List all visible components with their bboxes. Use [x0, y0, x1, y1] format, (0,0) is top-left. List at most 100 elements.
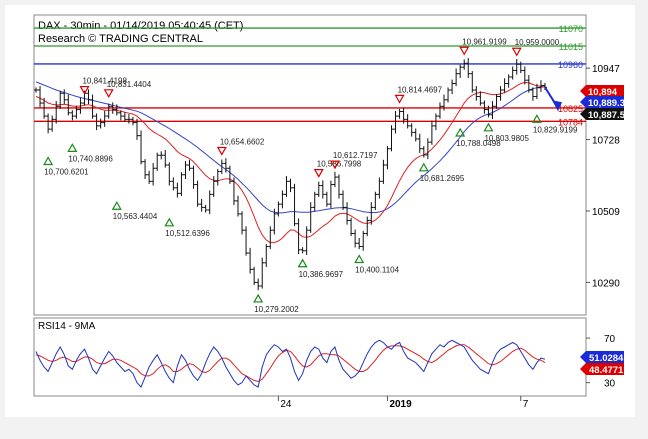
price-tag-last: 10,887.5	[580, 108, 626, 121]
blue-ma-line	[35, 81, 546, 214]
price-bar	[470, 71, 475, 93]
price-bar	[159, 151, 164, 160]
price-bar	[151, 163, 156, 186]
price-bar	[534, 83, 539, 100]
chart-subtitle: Research © TRADING CENTRAL	[38, 33, 203, 45]
price-bar	[296, 218, 301, 255]
swing-low-marker	[354, 254, 365, 264]
price-bar	[231, 177, 236, 206]
price-bar	[308, 202, 313, 233]
price-tick-label: 10290	[592, 278, 620, 289]
price-bar	[114, 104, 119, 116]
swing-high-label: 10,831.4404	[107, 80, 152, 89]
price-tick-label: 10509	[592, 207, 620, 218]
price-bar	[86, 89, 91, 105]
price-bar	[433, 113, 438, 131]
price-bar	[122, 112, 127, 122]
price-bar	[478, 91, 483, 106]
swing-low-marker	[455, 127, 466, 137]
price-bar	[393, 110, 398, 134]
price-bar	[219, 159, 224, 175]
price-bar	[272, 208, 277, 235]
price-tag-blue: 10,889.3	[580, 96, 625, 109]
price-bar	[66, 94, 71, 116]
price-bar	[369, 202, 374, 225]
rsi-ma-tag-bg	[580, 363, 624, 375]
swing-high-label: 10,612.7197	[333, 151, 378, 160]
price-bar	[450, 79, 455, 95]
price-bar	[373, 191, 378, 210]
swing-high-marker	[394, 94, 405, 104]
price-bar	[215, 168, 220, 186]
price-bar	[130, 116, 135, 126]
price-bar	[292, 183, 297, 227]
swing-low-marker	[297, 258, 308, 268]
price-bar	[280, 190, 285, 209]
price-bar	[248, 247, 253, 274]
price-bar	[260, 257, 265, 289]
price-tick-label: 10728	[592, 136, 620, 147]
price-bar	[240, 211, 245, 235]
price-bar	[62, 89, 67, 105]
price-bar	[446, 87, 451, 103]
price-bar	[284, 176, 289, 197]
swing-low-marker	[43, 156, 54, 166]
price-panel-frame	[33, 14, 587, 316]
price-tag-last-bg	[580, 108, 624, 120]
price-bar	[268, 226, 273, 250]
price-bar	[324, 191, 329, 207]
rsi-tick-label: 30	[604, 379, 616, 390]
price-bar	[462, 59, 467, 70]
price-bar	[530, 87, 535, 101]
price-bar	[405, 114, 410, 129]
price-bar	[256, 278, 261, 291]
price-series	[34, 58, 547, 291]
time-tick-label: 24	[280, 399, 292, 410]
swing-high-marker	[216, 146, 227, 156]
price-tick-label: 10947	[592, 64, 620, 75]
price-bar	[139, 130, 144, 165]
price-bar	[482, 100, 487, 114]
price-bar	[328, 180, 333, 209]
price-bar	[143, 159, 148, 180]
price-bar	[147, 170, 152, 184]
price-tag-blue-bg	[580, 96, 624, 108]
swing-high-marker	[103, 89, 114, 99]
price-bar	[320, 180, 325, 199]
price-bar	[345, 202, 350, 225]
price-bar	[336, 174, 341, 199]
swing-high-label: 10,586.7998	[317, 160, 362, 169]
support-resistance-levels: 11070 11015 10960 10825 10784	[34, 24, 586, 127]
price-bar	[502, 78, 507, 93]
swing-low-marker	[253, 293, 264, 303]
price-tag-last-label: 10,887.5	[588, 110, 626, 121]
price-bar	[126, 114, 131, 124]
rsi-tag-bg	[580, 351, 624, 363]
swing-low-label: 10,700.6201	[44, 167, 89, 176]
swing-low-label: 10,386.9697	[299, 270, 344, 279]
forecast-arrow	[544, 86, 562, 112]
price-bar	[377, 177, 382, 199]
price-y-axis: 10290 10509 10728 10947	[586, 64, 620, 289]
price-bar	[522, 66, 527, 85]
price-bar	[349, 217, 354, 237]
price-bar	[46, 113, 51, 134]
rsi-panel-frame	[33, 317, 587, 397]
price-bar	[179, 172, 184, 196]
level-label-support-1: 10784	[558, 117, 583, 127]
price-bar	[223, 158, 228, 173]
price-tag-red: 10,894	[580, 85, 624, 98]
price-bar	[454, 68, 459, 87]
swing-high-label: 10,654.6602	[220, 137, 265, 146]
blue-moving-average	[35, 81, 546, 214]
price-bar	[417, 133, 422, 153]
price-bar	[300, 247, 305, 254]
price-bar	[227, 165, 232, 184]
price-bar	[34, 87, 38, 93]
price-bar	[381, 159, 386, 184]
swing-low-label: 10,681.2695	[420, 174, 465, 183]
